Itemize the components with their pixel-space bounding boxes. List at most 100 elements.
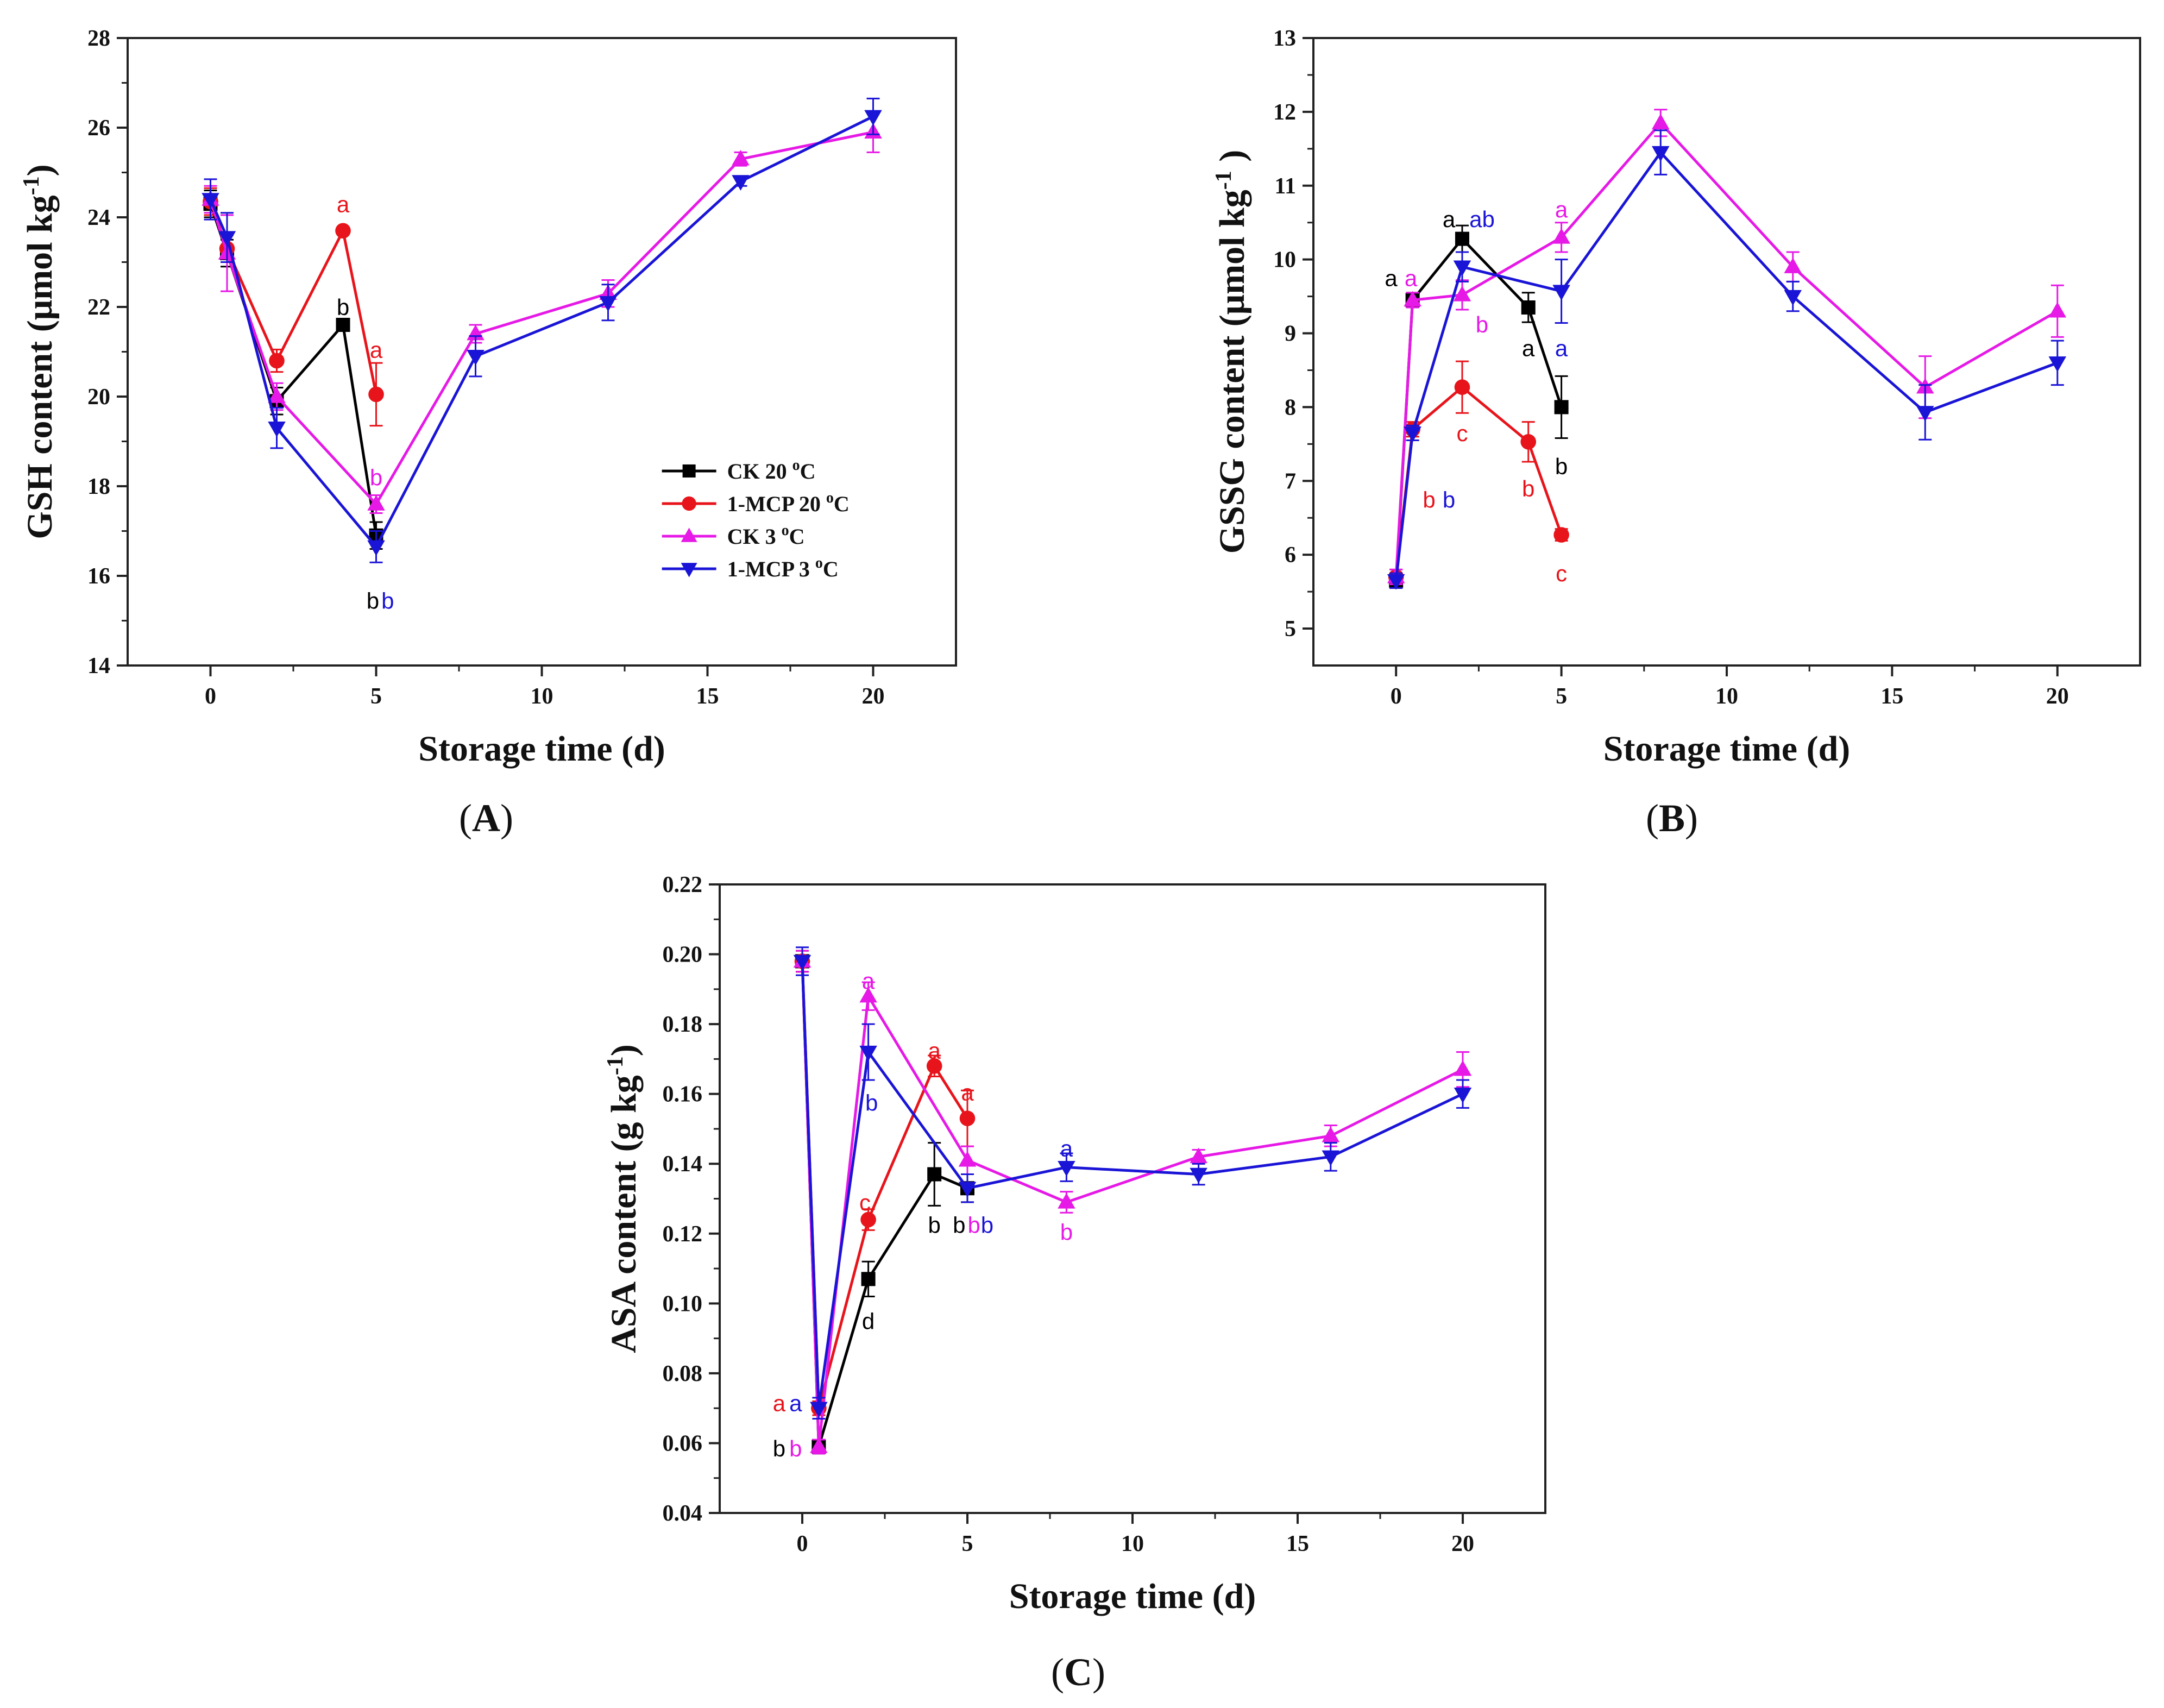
panel-c-x-tick-label: 0 [797,1531,808,1556]
panel-b-x-tick-label: 5 [1556,684,1567,709]
panel-b-y-tick-label: 10 [1273,248,1296,273]
panel-b-series-ck-3-oc-point [2048,302,2067,318]
panel-c-series-ck-3-oc [793,950,1472,1455]
panel-c-significance-letter: a [1060,1135,1073,1161]
panel-c-significance-letter: b [981,1213,993,1238]
panel-c-series-ck-3-oc-point [1058,1193,1075,1209]
legend-swatch-marker [681,528,697,542]
panel-c-y-tick-label: 0.20 [663,943,703,968]
legend-swatch-marker [682,464,696,478]
panel-c-series-ck-20-oc-point [861,1272,876,1286]
panel-b-significance-letter: b [1555,454,1568,479]
panel-c-series-1-mcp-3-oc-point [810,1402,828,1418]
panel-a-x-tick-label: 15 [696,684,719,709]
panel-a-y-tick-label: 24 [87,205,110,230]
panel-c-x-tick-label: 20 [1451,1531,1474,1556]
panel-b-significance-letter: a [1555,336,1568,361]
panel-c-y-tick-label: 0.08 [663,1361,703,1386]
panel-b-series-ck-3-oc-line [1394,121,2059,577]
panel-c-series-ck-3-oc-point [859,987,877,1003]
panel-c-significance-letter: a [961,1079,974,1105]
panel-a-series-1-mcp-20-oc-point [335,223,351,239]
panel-c-series-1-mcp-20-oc-point [860,1211,876,1228]
panel-a-y-tick-label: 28 [87,26,110,51]
panel-b-series-1-mcp-20-oc-point [1454,379,1470,395]
panel-c-series-ck-3-oc-point [810,1437,828,1453]
panel-a-significance-letter: b [337,294,349,320]
panel-c-series-1-mcp-3-oc-point [1190,1167,1207,1184]
legend-swatch-marker [681,563,697,577]
panel-c-significance-letter: b [789,1436,802,1461]
panel-c-significance-letter: b [865,1090,878,1116]
panel-c-series-ck-3-oc-point [958,1151,977,1167]
panel-c-significance-letter: b [928,1213,941,1238]
panel-a-y-tick-label: 14 [87,654,110,679]
panel-c-series-1-mcp-3-oc-point [1322,1150,1340,1166]
legend-entry-label: CK 3 oC [727,522,805,549]
panel-c-series-1-mcp-3-oc-point [793,955,812,971]
panel-c-series-ck-3-oc-point [1190,1147,1207,1164]
panel-b-significance-letter: a [1405,266,1418,291]
panel-b-significance-letter: a [1522,336,1535,361]
panel-label-b: (B) [1646,796,1698,840]
panel-b-series-ck-20-oc-point [1455,231,1469,246]
panel-b-series-1-mcp-20-oc-point [1520,434,1537,450]
panel-b-series-1-mcp-3-oc-point [1651,146,1670,162]
panel-a-y-tick-label: 26 [87,116,110,141]
legend-swatch-marker [682,496,696,511]
chart-panel-a: 0 5 10 15 20 14 16 18 20 22 24 26 28 Storage time (d)… [19,26,957,769]
panel-a-series-ck-3-oc [202,111,882,514]
panel-c-series-1-mcp-3-oc-point [859,1045,877,1062]
panel-a-series-ck-3-oc-point [268,387,286,403]
panel-a-significance-letter: a [337,191,350,217]
panel-a-series-1-mcp-3-oc-point [202,193,219,209]
chart-panel-b: 0 5 10 15 20 5 6 7 8 9 10 11 12 13 Storage time (d) GSS… [1211,26,2141,769]
panel-a-series-1-mcp-3-oc-point [467,350,485,366]
panel-a-series-1-mcp-20-oc [203,187,384,427]
panel-b-significance-letter: c [1556,561,1567,586]
legend-entry-label: CK 20 oC [727,457,816,483]
panel-c-series-ck-20-oc-point [927,1167,942,1182]
panel-c-significance-letter: c [859,1190,871,1215]
panel-b-x-tick-label: 0 [1391,684,1402,709]
panel-a-x-tick-label: 10 [531,684,553,709]
panel-c-series-1-mcp-20-oc [794,950,976,1416]
panel-b-significance-letter: a [1385,266,1398,291]
panel-a-x-tick-label: 5 [370,684,382,709]
panel-c-x-tick-label: 5 [962,1531,973,1556]
panel-b-significance-letter: b [1476,312,1488,337]
panel-b-x-tick-label: 10 [1715,684,1738,709]
panel-a-significance-letter: b [370,465,382,491]
panel-b-significance-letter: b [1443,487,1455,512]
panel-c-series-ck-3-oc-line [801,961,1464,1447]
panel-b-series-ck-3-oc-point [1453,285,1471,302]
panel-b-significance-letter: b [1522,476,1534,501]
panel-b-y-tick-label: 7 [1285,469,1296,494]
panel-a-series-ck-20-oc-line [209,203,378,536]
panel-c-series-1-mcp-20-oc-point [926,1058,942,1074]
panel-c-significance-letter: d [862,1308,875,1334]
panel-b-x-axis-label: Storage time (d) [1603,729,1851,769]
panel-b-significance-letter: a [1443,206,1456,232]
panel-b-series-ck-3-oc-point [1404,291,1421,307]
panel-a-x-tick-label: 0 [205,684,216,709]
panel-a-series-1-mcp-3-oc-point [268,422,286,437]
panel-label-a: (A) [459,796,513,840]
panel-a-series-1-mcp-3-oc-line [209,115,874,549]
panel-b-series-ck-3-oc-point [1784,258,1802,273]
panel-b-series-ck-20-oc-point [1521,300,1536,315]
panel-b-significance-letter: b [1423,487,1435,512]
panel-c-series-1-mcp-3-oc-point [1454,1087,1472,1103]
panel-b-x-tick-label: 20 [2046,684,2069,709]
legend-entry-label: 1-MCP 20 oC [727,489,850,516]
panel-b-series-1-mcp-3-oc-point [1387,574,1405,590]
panel-c-series-1-mcp-3-oc-point [958,1182,977,1198]
panel-a-y-tick-label: 22 [87,295,110,320]
panel-c-x-tick-label: 10 [1121,1531,1144,1556]
panel-b-y-tick-label: 5 [1285,617,1296,642]
panel-b-significance-letter: a [1555,197,1568,222]
panel-b-series-1-mcp-3-oc [1387,129,2067,590]
panel-b-x-tick-label: 15 [1880,684,1903,709]
panel-b-y-tick-label: 6 [1285,543,1296,568]
panel-b-series-ck-3-oc-point [1552,228,1570,244]
